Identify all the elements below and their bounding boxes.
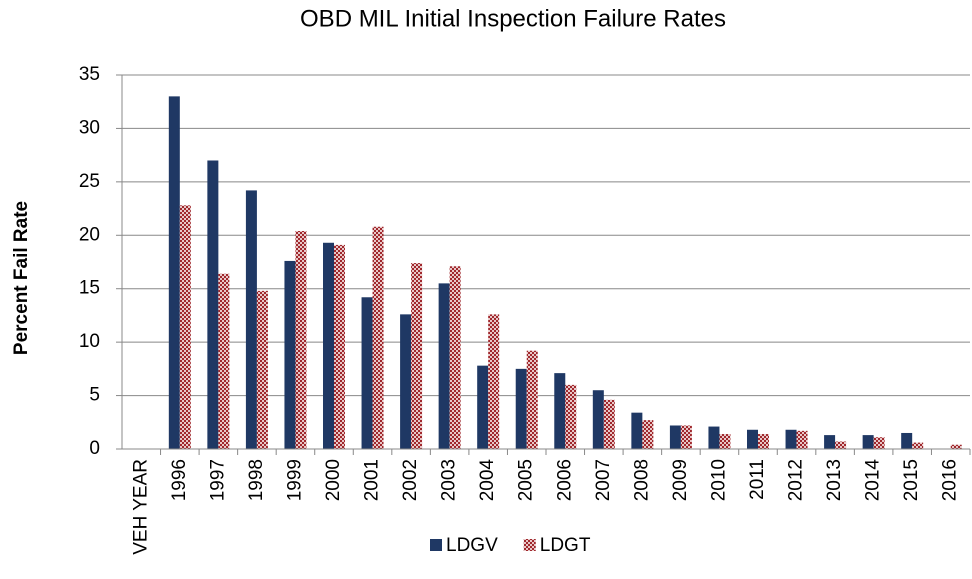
x-tick-label: 2013 <box>824 459 845 501</box>
x-tick-label: 1997 <box>207 459 228 501</box>
legend-label: LDGV <box>446 535 498 556</box>
bar <box>603 399 615 449</box>
bar <box>526 350 538 449</box>
y-tick-label: 10 <box>79 331 100 352</box>
chart-title: OBD MIL Initial Inspection Failure Rates <box>300 5 726 32</box>
bar <box>912 442 924 449</box>
bar <box>411 263 423 449</box>
x-tick-label: 2011 <box>747 459 768 500</box>
bar <box>565 384 577 449</box>
bar <box>950 444 962 449</box>
bar <box>284 260 296 449</box>
x-tick-label: 2016 <box>940 459 961 501</box>
x-tick-label: 2014 <box>863 459 884 502</box>
bar <box>835 441 847 449</box>
x-tick-label: 2006 <box>554 459 575 501</box>
x-tick-label: 1999 <box>284 459 305 501</box>
y-tick-label: 5 <box>89 385 100 406</box>
bar <box>796 430 808 449</box>
bar <box>245 190 257 450</box>
bar <box>785 429 797 449</box>
bar <box>400 314 412 449</box>
legend-label: LDGT <box>540 535 591 556</box>
bar <box>488 314 500 449</box>
x-tick-label: 1996 <box>169 459 190 501</box>
y-axis-title: Percent Fail Rate <box>11 201 32 355</box>
bar <box>708 426 720 449</box>
bar <box>862 435 874 449</box>
x-tick-label: 2010 <box>708 459 729 501</box>
legend-swatch <box>523 539 536 551</box>
x-tick-label: 2007 <box>593 459 614 501</box>
y-tick-label: 30 <box>79 117 100 138</box>
bar <box>515 368 527 449</box>
bar <box>168 96 180 449</box>
bar <box>719 434 731 449</box>
bar <box>669 425 681 449</box>
x-tick-label: 2012 <box>786 459 807 501</box>
bar <box>372 226 384 449</box>
bar <box>758 434 769 449</box>
x-tick-label: 2000 <box>323 459 344 501</box>
bar <box>824 435 836 449</box>
bar <box>179 205 191 449</box>
bar <box>438 283 450 449</box>
x-tick-label: 2003 <box>439 459 460 501</box>
x-tick-label: 2009 <box>670 459 691 501</box>
bar <box>873 437 885 449</box>
x-tick-label: 2005 <box>516 459 537 501</box>
y-tick-label: 0 <box>89 438 100 459</box>
bar <box>256 290 268 449</box>
y-tick-label: 35 <box>79 64 100 85</box>
bar <box>631 412 643 449</box>
bar <box>218 273 230 449</box>
bar <box>295 231 307 449</box>
bar <box>554 373 566 449</box>
bar <box>680 425 692 449</box>
y-tick-label: 20 <box>79 224 100 245</box>
x-tick-label: 2002 <box>400 459 421 501</box>
x-tick-label: 2008 <box>631 459 652 501</box>
bar <box>361 297 373 449</box>
bar <box>449 266 461 449</box>
y-tick-label: 15 <box>79 278 100 299</box>
x-tick-label: 2004 <box>477 459 498 502</box>
bar <box>747 429 758 449</box>
bar <box>334 244 345 449</box>
y-tick-label: 25 <box>79 171 100 192</box>
legend-swatch <box>430 539 442 551</box>
bar <box>207 160 219 449</box>
x-tick-label: VEH YEAR <box>130 459 151 555</box>
x-tick-label: 2015 <box>901 459 922 501</box>
bar <box>323 242 334 449</box>
bar <box>642 420 654 449</box>
x-tick-label: 2001 <box>362 459 383 501</box>
bar <box>477 365 489 449</box>
x-tick-label: 1998 <box>246 459 267 501</box>
bar <box>592 390 604 449</box>
bar <box>901 432 913 449</box>
